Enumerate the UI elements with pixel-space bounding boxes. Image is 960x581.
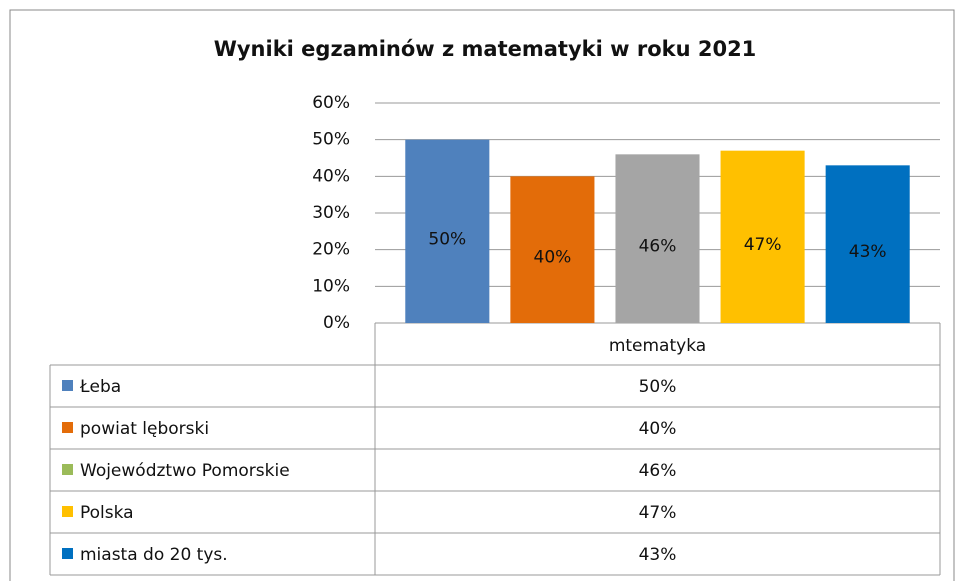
legend-label: Województwo Pomorskie: [80, 461, 290, 481]
y-tick-label: 50%: [312, 130, 350, 150]
legend-key: [62, 464, 73, 475]
legend-label: Polska: [80, 503, 134, 523]
bar: [720, 150, 805, 323]
data-label: 50%: [428, 229, 466, 249]
table-cell: 43%: [639, 545, 677, 565]
y-tick-label: 60%: [312, 93, 350, 113]
legend-key: [62, 506, 73, 517]
legend-label: powiat lęborski: [80, 419, 209, 439]
chart-title: Wyniki egzaminów z matematyki w roku 202…: [214, 37, 757, 61]
y-tick-label: 40%: [312, 166, 350, 186]
legend-key: [62, 380, 73, 391]
y-tick-label: 0%: [323, 313, 350, 333]
y-tick-label: 10%: [312, 276, 350, 296]
x-tick-label: mtematyka: [609, 336, 706, 356]
legend-label: miasta do 20 tys.: [80, 545, 228, 565]
bar: [825, 165, 910, 323]
bar: [405, 139, 490, 323]
legend-key: [62, 548, 73, 559]
table-cell: 46%: [639, 461, 677, 481]
y-tick-label: 20%: [312, 240, 350, 260]
legend-label: Łeba: [79, 377, 121, 397]
bar: [510, 176, 595, 323]
y-tick-label: 30%: [312, 203, 350, 223]
bar: [615, 154, 700, 323]
data-label: 46%: [639, 237, 677, 257]
legend-key: [62, 422, 73, 433]
data-label: 40%: [534, 248, 572, 268]
data-label: 43%: [849, 242, 887, 262]
table-cell: 50%: [639, 377, 677, 397]
table-cell: 40%: [639, 419, 677, 439]
table-cell: 47%: [639, 503, 677, 523]
data-label: 47%: [744, 235, 782, 255]
